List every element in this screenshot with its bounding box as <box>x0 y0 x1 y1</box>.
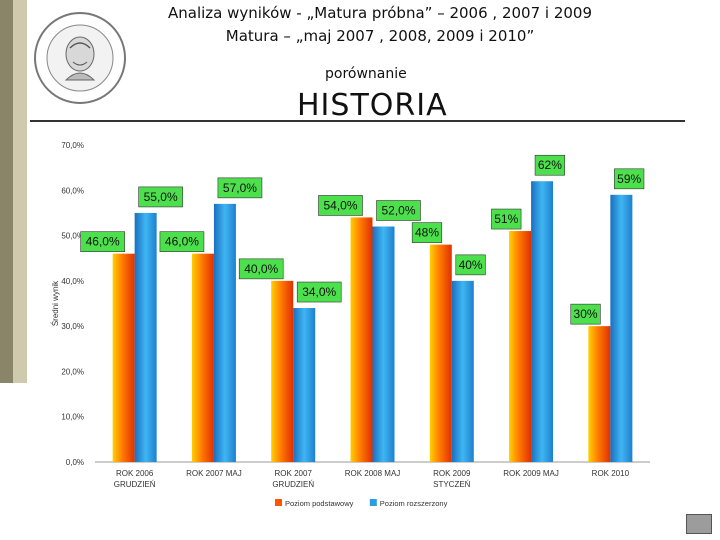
x-tick-label: ROK 2007 MAJ <box>186 469 242 478</box>
x-tick-label: ROK 2007 <box>275 469 313 478</box>
data-label-box <box>217 177 263 199</box>
data-label-box <box>238 258 284 280</box>
bar-extended <box>451 280 474 462</box>
bar-basic <box>429 244 452 462</box>
bar-basic <box>191 253 214 462</box>
bar-basic <box>509 231 532 462</box>
bar-extended <box>134 212 157 462</box>
data-label: 54,0% <box>323 198 357 212</box>
y-tick-label: 20,0% <box>61 367 84 376</box>
x-tick-label: STYCZEŃ <box>433 480 471 489</box>
bar-basic <box>112 253 135 462</box>
y-tick-label: 70,0% <box>61 141 84 150</box>
x-tick-label: ROK 2009 MAJ <box>503 469 559 478</box>
subtitle: porównanie <box>325 66 407 82</box>
data-label: 62% <box>538 158 562 172</box>
data-label-box <box>318 195 363 216</box>
heading-rule <box>30 120 685 122</box>
school-seal-logo <box>34 12 126 104</box>
data-label-box <box>534 154 565 176</box>
bar-extended <box>372 226 395 462</box>
data-label-box <box>376 200 421 221</box>
y-tick-label: 60,0% <box>61 186 84 195</box>
bar-extended <box>610 194 633 463</box>
x-tick-label: GRUDZIEŃ <box>272 480 314 489</box>
legend-label: Poziom rozszerzony <box>380 499 448 508</box>
data-label: 30% <box>574 307 598 321</box>
data-label-box <box>159 231 205 252</box>
title-line-2: Matura – „maj 2007 , 2008, 2009 i 2010” <box>225 27 535 45</box>
x-tick-label: GRUDZIEŃ <box>114 480 156 489</box>
y-tick-label: 30,0% <box>61 322 84 331</box>
bar-extended <box>213 203 236 462</box>
x-tick-label: ROK 2009 <box>433 469 471 478</box>
legend-swatch <box>275 499 282 506</box>
legend-label: Poziom podstawowy <box>285 499 354 508</box>
data-label: 57,0% <box>223 181 257 195</box>
bar-chart: 0,0% 10,0% 20,0% 30,0% 40,0% 50,0% 60,0% 70,0% Ś… <box>51 141 650 508</box>
data-label: 48% <box>415 226 439 240</box>
bar-extended <box>293 308 316 462</box>
x-tick-label: ROK 2008 MAJ <box>345 469 401 478</box>
data-label: 59% <box>617 172 641 186</box>
data-label: 40,0% <box>244 262 278 276</box>
title-line-1: Analiza wyników - „Matura próbna” – 2006… <box>167 4 592 22</box>
x-tick-label: ROK 2010 <box>592 469 630 478</box>
data-label-box <box>614 168 645 190</box>
data-label: 52,0% <box>381 204 415 218</box>
bar-basic <box>588 326 611 462</box>
y-axis-label: Średni wynik <box>51 280 60 326</box>
data-label: 51% <box>494 212 518 226</box>
y-tick-label: 0,0% <box>66 458 84 467</box>
data-label-box <box>491 208 522 230</box>
page-heading: HISTORIA <box>297 88 448 123</box>
decor-bar-light <box>13 0 27 383</box>
bar-basic <box>350 217 373 462</box>
data-label-box <box>455 254 486 276</box>
data-label-box <box>411 222 443 243</box>
data-label: 34,0% <box>302 285 336 299</box>
legend-swatch <box>369 499 377 506</box>
x-tick-label: ROK 2006 <box>116 469 154 478</box>
data-label: 46,0% <box>165 235 199 249</box>
data-label-box <box>138 186 183 208</box>
y-tick-label: 50,0% <box>61 232 84 241</box>
data-label: 40% <box>459 258 483 272</box>
y-tick-label: 10,0% <box>61 413 84 422</box>
data-label-box <box>80 231 125 252</box>
y-tick-label: 40,0% <box>61 277 84 286</box>
data-label-box <box>296 281 342 303</box>
next-slide-button[interactable] <box>686 514 712 534</box>
data-label-box <box>570 303 601 325</box>
bar-basic <box>271 280 294 462</box>
bar-extended <box>531 181 554 462</box>
data-label: 55,0% <box>144 190 178 204</box>
data-label: 46,0% <box>86 235 120 249</box>
decor-bar-dark <box>0 0 13 383</box>
